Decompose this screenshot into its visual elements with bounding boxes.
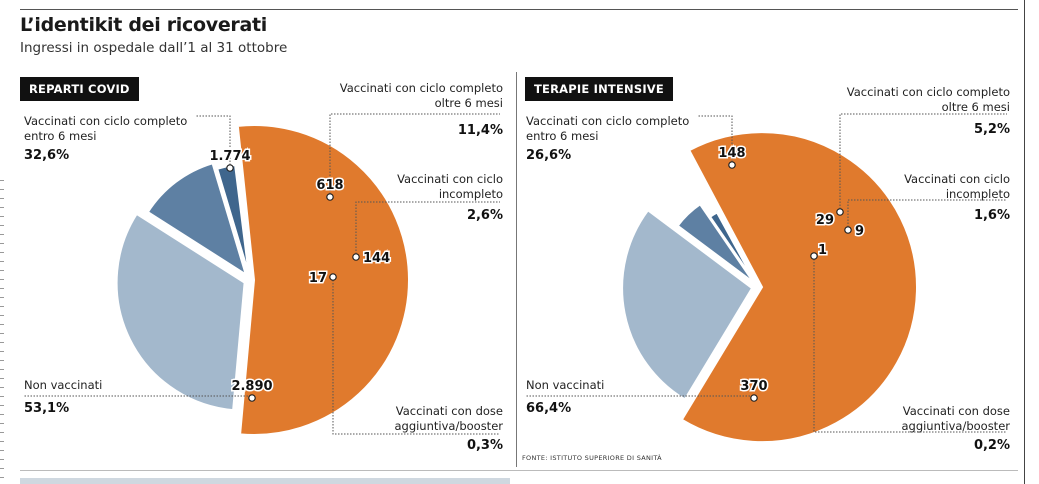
- pct-entro-6-mesi: 26,6%: [526, 148, 572, 163]
- leader-dot: [248, 394, 256, 402]
- panel-tag: REPARTI COVID: [20, 77, 139, 101]
- pct-booster: 0,3%: [466, 438, 503, 453]
- leader-line: [329, 113, 500, 197]
- value-label: 1.774: [209, 149, 250, 164]
- leader-dot: [728, 161, 736, 169]
- leader-line: [332, 277, 500, 435]
- leader-line: [355, 201, 500, 257]
- panel-divider: [516, 72, 517, 467]
- slice-oltre-6-mesi: [146, 162, 248, 277]
- value-label: 29: [816, 213, 834, 228]
- slice-entro-6-mesi: [621, 208, 754, 401]
- value-label: 9: [855, 224, 864, 239]
- leader-dot: [810, 252, 818, 260]
- panel-tag: TERAPIE INTENSIVE: [525, 77, 673, 101]
- value-label: 370: [740, 379, 767, 394]
- label-non-vaccinati: Non vaccinati: [526, 378, 605, 392]
- leader-dot: [226, 164, 234, 172]
- label-incompleto: Vaccinati con ciclo incompleto: [397, 172, 503, 201]
- pct-oltre-6-mesi: 11,4%: [457, 123, 503, 138]
- leader-line: [847, 199, 1007, 230]
- pct-booster: 0,2%: [973, 438, 1010, 453]
- slice-non-vaccinati: [236, 124, 410, 436]
- panel-reparti-covid: 2.890 1.774 618 144 17 REPARTI COVID Vaccina…: [20, 72, 520, 467]
- leader-line: [195, 115, 231, 168]
- label-oltre-6-mesi: Vaccinati con ciclo completo oltre 6 mes…: [339, 81, 503, 110]
- pie-chart-reparti-covid: 2.890 1.774 618 144 17: [24, 113, 500, 436]
- pct-incompleto: 1,6%: [973, 208, 1010, 223]
- slice-non-vaccinati: [680, 131, 918, 444]
- left-edge-ticks: [0, 180, 4, 480]
- leader-dot: [750, 394, 758, 402]
- source-note: FONTE: ISTITUTO SUPERIORE DI SANITÀ: [522, 454, 662, 462]
- slice-oltre-6-mesi: [676, 202, 755, 284]
- value-label: 2.890: [231, 379, 272, 394]
- value-label: 144: [363, 251, 390, 266]
- value-label: 1: [818, 243, 827, 258]
- pct-entro-6-mesi: 32,6%: [24, 148, 70, 163]
- label-booster: Vaccinati con dose aggiuntiva/booster: [901, 404, 1010, 433]
- page-title: L’identikit dei ricoverati: [20, 14, 267, 36]
- leader-dot: [836, 208, 844, 216]
- bottom-rule: [20, 470, 1018, 471]
- pie-chart-terapie-intensive: 370 148 29 9 1: [526, 113, 1007, 444]
- bottom-strip: [20, 478, 510, 484]
- slice-booster: [715, 210, 757, 284]
- panel-terapie-intensive: 370 148 29 9 1 TERAPIE INTENSIVE Vaccinati c…: [522, 72, 1022, 467]
- label-incompleto: Vaccinati con ciclo incompleto: [904, 172, 1010, 201]
- label-booster: Vaccinati con dose aggiuntiva/booster: [394, 404, 503, 433]
- leader-dot: [352, 253, 360, 261]
- label-oltre-6-mesi: Vaccinati con ciclo completo oltre 6 mes…: [846, 85, 1010, 114]
- leader-dot: [326, 193, 334, 201]
- pct-oltre-6-mesi: 5,2%: [973, 122, 1010, 137]
- slice-incompleto: [216, 163, 250, 275]
- value-label: 148: [718, 146, 745, 161]
- label-non-vaccinati: Non vaccinati: [24, 378, 103, 392]
- right-edge-rule: [1024, 0, 1025, 484]
- leader-line: [697, 115, 733, 165]
- label-entro-6-mesi: Vaccinati con ciclo completo entro 6 mes…: [24, 114, 188, 143]
- top-rule: [20, 9, 1018, 10]
- leader-dot: [844, 226, 852, 234]
- page-subtitle: Ingressi in ospedale dall’1 al 31 ottobr…: [20, 40, 288, 56]
- pct-non-vaccinati: 66,4%: [526, 401, 572, 416]
- value-label: 618: [316, 178, 343, 193]
- leader-dot: [329, 273, 337, 281]
- slice-entro-6-mesi: [115, 212, 246, 412]
- pct-incompleto: 2,6%: [466, 208, 503, 223]
- label-entro-6-mesi: Vaccinati con ciclo completo entro 6 mes…: [526, 114, 690, 143]
- slice-booster: [236, 182, 251, 276]
- pct-non-vaccinati: 53,1%: [24, 401, 70, 416]
- value-label: 17: [309, 271, 327, 286]
